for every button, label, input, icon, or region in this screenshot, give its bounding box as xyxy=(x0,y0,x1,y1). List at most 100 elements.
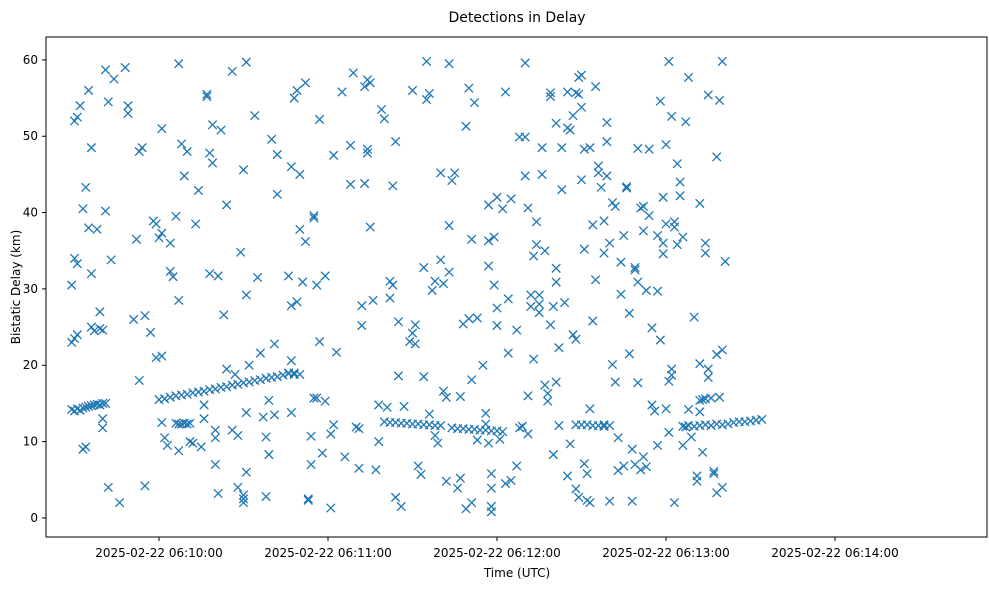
data-point xyxy=(328,150,339,160)
data-point xyxy=(551,277,561,287)
data-point xyxy=(261,491,271,502)
data-point xyxy=(185,418,195,428)
data-point xyxy=(613,465,623,476)
data-point xyxy=(717,56,727,67)
data-point xyxy=(666,370,677,380)
data-point xyxy=(500,87,511,97)
data-point xyxy=(607,359,618,370)
data-point xyxy=(176,139,187,149)
data-point xyxy=(652,286,663,296)
data-point xyxy=(238,165,249,175)
data-point xyxy=(236,247,246,257)
series-track_2 xyxy=(154,368,305,405)
data-point xyxy=(413,461,423,471)
data-point xyxy=(607,197,618,208)
data-point xyxy=(221,200,232,210)
data-point xyxy=(145,327,156,338)
data-point xyxy=(244,360,254,370)
data-point xyxy=(700,238,711,248)
data-point xyxy=(483,261,494,271)
data-point xyxy=(619,461,629,471)
data-point xyxy=(120,62,130,73)
data-point xyxy=(272,149,282,160)
data-point xyxy=(137,143,147,153)
data-point xyxy=(255,375,266,385)
data-point xyxy=(557,185,567,195)
data-point xyxy=(159,433,170,443)
data-point xyxy=(314,114,325,125)
series-track_1 xyxy=(67,398,111,416)
data-point xyxy=(517,421,528,431)
data-point xyxy=(100,398,111,409)
data-point xyxy=(503,348,513,358)
data-point xyxy=(390,136,401,147)
data-point xyxy=(621,181,632,192)
x-axis: 2025-02-22 06:10:00 2025-02-22 06:11:00 20… xyxy=(95,537,899,560)
data-point xyxy=(523,391,533,401)
data-point xyxy=(202,89,212,99)
data-point xyxy=(585,497,595,508)
data-point xyxy=(340,452,350,462)
data-point xyxy=(596,182,606,193)
data-point xyxy=(371,465,381,475)
data-point xyxy=(292,297,302,307)
data-point xyxy=(605,238,615,248)
data-point xyxy=(444,267,454,277)
data-point xyxy=(238,497,249,508)
data-point xyxy=(171,211,181,222)
data-point xyxy=(675,191,685,201)
data-point xyxy=(655,335,666,345)
data-point xyxy=(647,400,657,410)
data-point xyxy=(72,259,82,269)
data-point xyxy=(576,175,587,185)
data-point xyxy=(481,419,491,429)
data-point xyxy=(269,339,280,349)
data-point xyxy=(664,376,674,386)
data-point xyxy=(613,433,623,443)
data-point xyxy=(593,168,604,178)
data-point xyxy=(165,238,175,248)
data-point xyxy=(644,210,654,221)
data-point xyxy=(486,483,497,493)
data-point xyxy=(159,394,170,404)
data-point xyxy=(244,377,254,387)
data-point xyxy=(695,198,705,209)
data-point xyxy=(393,317,404,327)
data-point xyxy=(537,169,547,180)
data-point xyxy=(86,143,97,153)
data-point xyxy=(714,95,725,106)
data-point xyxy=(528,354,539,364)
data-point xyxy=(179,171,190,181)
data-point xyxy=(419,372,429,382)
data-point xyxy=(464,314,474,324)
data-point xyxy=(337,87,347,97)
data-point xyxy=(326,503,336,513)
data-point xyxy=(588,316,598,326)
data-point xyxy=(568,110,578,121)
data-point xyxy=(326,429,336,439)
y-tick-label: 60 xyxy=(23,53,38,67)
data-point xyxy=(483,200,494,210)
y-tick-label: 20 xyxy=(23,358,38,372)
x-tick-label: 2025-02-22 06:10:00 xyxy=(95,546,222,560)
data-point xyxy=(697,394,708,405)
data-point xyxy=(703,90,713,100)
data-point xyxy=(123,101,133,111)
data-point xyxy=(407,85,418,96)
data-point xyxy=(520,171,530,181)
data-point xyxy=(576,70,587,80)
data-point xyxy=(551,118,561,128)
data-point xyxy=(712,349,722,360)
data-point xyxy=(447,175,457,186)
data-point xyxy=(605,496,615,506)
data-point xyxy=(221,364,232,374)
data-point xyxy=(585,143,595,153)
data-point xyxy=(554,343,564,353)
data-point xyxy=(283,368,294,378)
x-axis-label: Time (UTC) xyxy=(483,566,550,580)
data-point xyxy=(255,348,266,358)
data-point xyxy=(374,400,384,410)
data-point xyxy=(669,497,680,508)
data-point xyxy=(213,488,223,499)
data-point xyxy=(407,328,418,338)
